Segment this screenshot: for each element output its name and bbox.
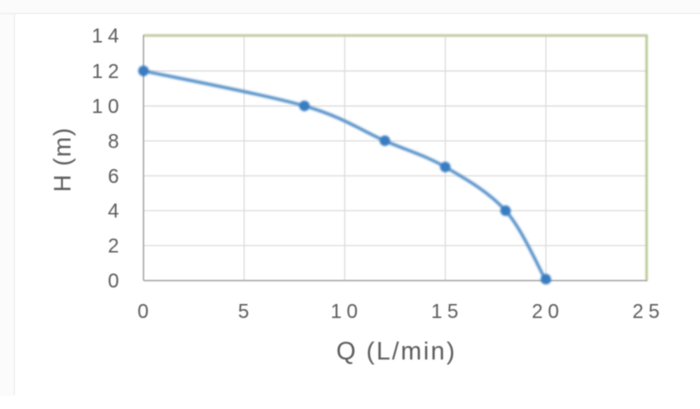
svg-text:4: 4 — [108, 201, 124, 223]
svg-text:25: 25 — [632, 301, 664, 323]
svg-text:20: 20 — [532, 301, 564, 323]
svg-text:10: 10 — [331, 301, 363, 323]
svg-text:14: 14 — [92, 26, 124, 48]
svg-text:15: 15 — [431, 301, 463, 323]
svg-text:0: 0 — [137, 301, 153, 323]
svg-text:2: 2 — [108, 236, 124, 258]
svg-text:Q (L/min): Q (L/min) — [336, 338, 456, 366]
svg-text:8: 8 — [108, 131, 124, 153]
svg-text:6: 6 — [108, 166, 124, 188]
svg-text:10: 10 — [92, 96, 124, 118]
svg-text:H (m): H (m) — [50, 127, 77, 192]
svg-text:0: 0 — [108, 271, 124, 293]
svg-text:5: 5 — [238, 301, 254, 323]
svg-text:12: 12 — [92, 61, 124, 83]
